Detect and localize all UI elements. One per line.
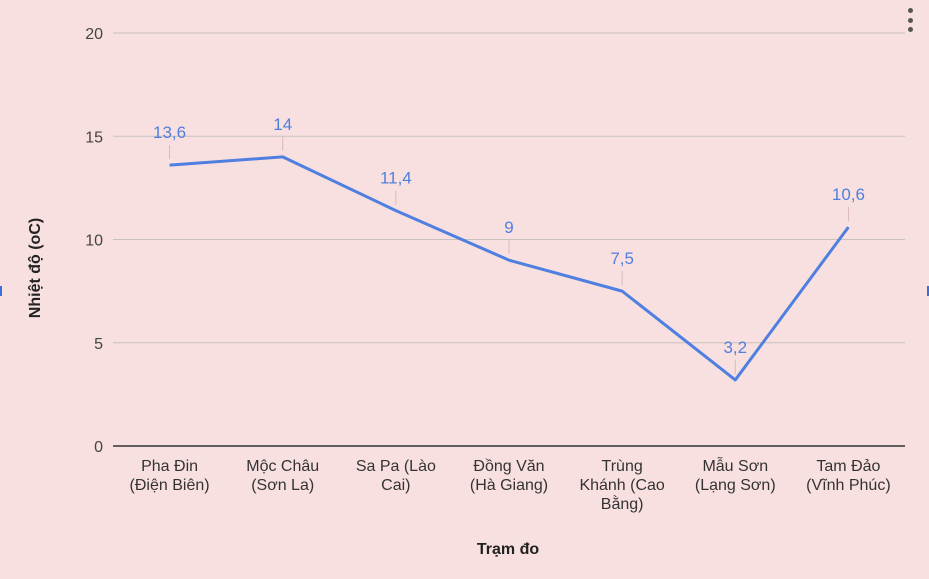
- series-line: [169, 155, 850, 382]
- gridlines: [113, 32, 905, 447]
- y-tick-label: 15: [85, 129, 103, 146]
- series-layer: [169, 155, 850, 382]
- x-tick-label-line: (Vĩnh Phúc): [806, 477, 890, 494]
- x-tick-label-line: Sa Pa (Lào: [356, 458, 436, 475]
- y-axis-ticks: 0 5 10 15 20: [85, 26, 103, 456]
- x-tick-label: Tam Đảo (Vĩnh Phúc): [806, 458, 890, 494]
- x-tick-label-line: (Điện Biên): [130, 477, 210, 494]
- x-tick-label-line: Trùng: [602, 458, 643, 475]
- x-tick-label-line: (Hà Giang): [470, 477, 548, 494]
- x-tick-label-line: Pha Đin: [141, 458, 198, 475]
- x-tick-label-line: Đồng Văn: [473, 458, 544, 475]
- x-axis-title: Trạm đo: [477, 541, 539, 558]
- x-tick-label-line: Khánh (Cao: [579, 477, 664, 494]
- data-label: 13,6: [153, 123, 186, 142]
- y-tick-label: 20: [85, 26, 103, 43]
- x-tick-label-line: Mẫu Sơn: [702, 456, 768, 475]
- data-label: 11,4: [380, 169, 412, 188]
- y-axis-title: Nhiệt độ (oC): [27, 218, 44, 318]
- x-tick-label-line: Bằng): [601, 494, 644, 513]
- y-tick-label: 0: [94, 439, 103, 456]
- x-tick-label-line: Mộc Châu: [246, 458, 319, 475]
- y-tick-label: 5: [94, 336, 103, 353]
- x-tick-label-line: Cai): [381, 477, 410, 494]
- x-tick-label-line: (Sơn La): [251, 477, 314, 494]
- more-options-icon[interactable]: [900, 6, 920, 34]
- x-tick-label: Pha Đin (Điện Biên): [130, 458, 210, 494]
- data-label: 10,6: [832, 185, 865, 204]
- x-tick-label: Đồng Văn (Hà Giang): [470, 458, 548, 494]
- x-axis-ticks: Pha Đin (Điện Biên) Mộc Châu (Sơn La) Sa Pa …: [130, 456, 891, 513]
- data-label: 3,2: [723, 338, 747, 357]
- data-label: 7,5: [610, 249, 634, 268]
- left-resize-handle[interactable]: [0, 286, 2, 296]
- y-tick-label: 10: [85, 233, 103, 250]
- data-labels: 13,6 14 11,4 9 7,5 3,2 10,6: [153, 115, 865, 374]
- x-tick-label: Mẫu Sơn (Lạng Sơn): [695, 456, 776, 494]
- x-tick-label-line: (Lạng Sơn): [695, 477, 776, 494]
- x-tick-label: Sa Pa (Lào Cai): [356, 458, 436, 494]
- x-tick-label: Trùng Khánh (Cao Bằng): [579, 458, 664, 513]
- right-resize-handle[interactable]: [927, 286, 929, 296]
- x-tick-label-line: Tam Đảo: [816, 458, 880, 475]
- x-tick-label: Mộc Châu (Sơn La): [246, 458, 319, 494]
- data-label: 14: [273, 115, 292, 134]
- data-label: 9: [504, 218, 513, 237]
